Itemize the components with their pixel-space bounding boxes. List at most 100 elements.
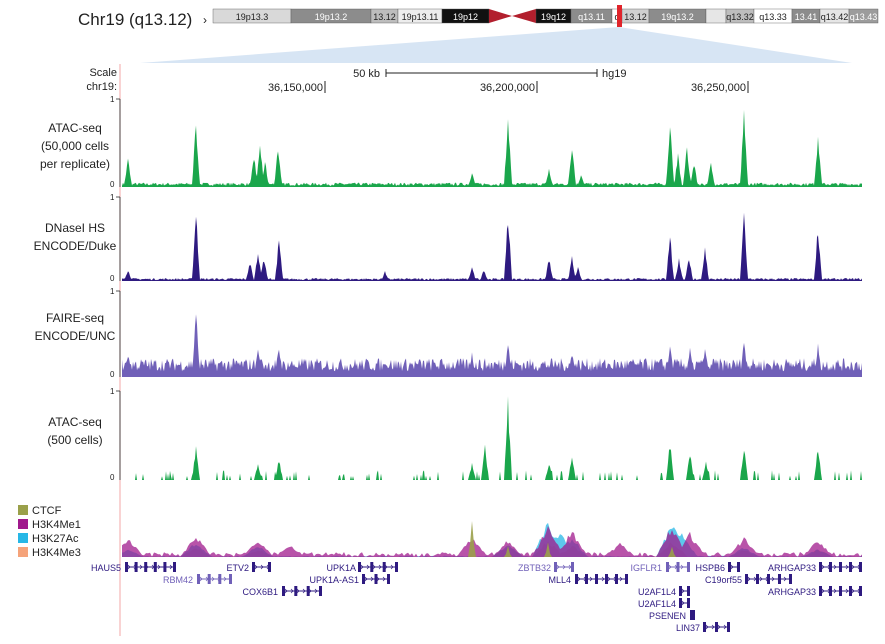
ideogram-band[interactable]: 19p13.3	[212, 8, 292, 24]
gene-label[interactable]: HSPB6	[695, 563, 725, 573]
gene-model[interactable]: UPK1A	[326, 562, 398, 573]
ideogram-band[interactable]: 19p12	[441, 8, 490, 24]
gene-label[interactable]: ETV2	[226, 563, 249, 573]
y-axis-max: 1	[110, 95, 115, 104]
gene-label[interactable]: UPK1A	[326, 563, 356, 573]
gene-model[interactable]: ARHGAP33	[768, 586, 862, 597]
legend-swatch-ctcf	[18, 505, 28, 515]
gene-label[interactable]: C19orf55	[705, 575, 742, 585]
ideogram-band[interactable]	[489, 9, 512, 23]
assembly-label: hg19	[602, 68, 626, 80]
track-label: (50,000 cells	[41, 139, 109, 153]
gene-annotation-track[interactable]: HAUS5 RBM42 ETV2 COX6B1 UPK1A UPK1A-AS1 ZBTB32…	[91, 562, 862, 633]
ideogram-band[interactable]: q13.32	[725, 8, 755, 24]
track-label: (500 cells)	[47, 433, 102, 447]
zoom-projection	[140, 27, 852, 63]
scale-bar-label: 50 kb	[353, 68, 380, 80]
ideogram-band[interactable]: q13.42	[819, 8, 850, 24]
gene-model[interactable]: COX6B1	[242, 586, 322, 597]
gene-model[interactable]: HAUS5	[91, 562, 176, 573]
ideogram-band-label: q13.11	[578, 12, 605, 22]
ideogram-band[interactable]: 13.41	[791, 8, 821, 24]
track-atac-seq-500[interactable]: ATAC-seq (500 cells) 1 0	[47, 387, 862, 482]
gene-model[interactable]: UPK1A-AS1	[309, 574, 390, 585]
gene-model[interactable]: ETV2	[226, 562, 271, 573]
ideogram-band[interactable]: 19p13.2	[290, 8, 372, 24]
gene-label[interactable]: ARHGAP33	[768, 587, 816, 597]
gene-label[interactable]: U2AF1L4	[638, 599, 676, 609]
ideogram-band[interactable]: 13.12	[370, 8, 399, 24]
ideogram-band[interactable]: q13.43	[848, 8, 879, 24]
gene-model[interactable]: U2AF1L4	[638, 598, 690, 609]
gene-model[interactable]: C19orf55	[705, 574, 792, 585]
gene-label[interactable]: HAUS5	[91, 563, 121, 573]
ideogram-band[interactable]	[512, 9, 536, 23]
track-label: ATAC-seq	[48, 415, 102, 429]
gene-model[interactable]: U2AF1L4	[638, 586, 690, 597]
ideogram-band[interactable]: q13.11	[570, 8, 613, 24]
track-label: ATAC-seq	[48, 121, 102, 135]
ideogram-band-label: 19q13.2	[661, 12, 694, 22]
y-axis	[116, 98, 121, 187]
gene-model[interactable]: LIN37	[676, 622, 730, 633]
gene-model[interactable]: MLL4	[548, 574, 628, 585]
position-tick-label: 36,250,000	[691, 82, 746, 94]
track-label: DNaseI HS	[45, 221, 105, 235]
track-atac-seq-50000[interactable]: ATAC-seq (50,000 cells per replicate) 1 …	[40, 95, 862, 189]
gene-label[interactable]: PSENEN	[649, 611, 686, 621]
gene-label[interactable]: COX6B1	[242, 587, 278, 597]
position-ruler: 36,150,000 36,200,000 36,250,000	[268, 81, 749, 94]
ideogram-band[interactable]: q13.33	[753, 8, 793, 24]
gene-model[interactable]: PSENEN	[649, 610, 695, 621]
gene-model[interactable]: HSPB6	[695, 562, 740, 573]
y-axis	[116, 390, 121, 480]
gene-label[interactable]: ZBTB32	[518, 563, 551, 573]
y-axis	[116, 196, 121, 281]
track-faire-seq[interactable]: FAIRE-seq ENCODE/UNC 1 0	[35, 287, 862, 379]
legend-swatch-h3k4me1	[18, 519, 28, 529]
legend-label: H3K4Me3	[32, 547, 81, 559]
y-axis-min: 0	[110, 473, 115, 482]
gene-label[interactable]: ARHGAP33	[768, 563, 816, 573]
chrom-label: chr19:	[86, 81, 117, 93]
gene-model[interactable]: ZBTB32	[518, 562, 574, 573]
y-axis-max: 1	[110, 193, 115, 202]
ideogram-band[interactable]: 13.12	[621, 8, 650, 24]
gene-label[interactable]: U2AF1L4	[638, 587, 676, 597]
gene-model[interactable]: IGFLR1	[630, 562, 690, 573]
gene-label[interactable]: LIN37	[676, 623, 700, 633]
y-axis-min: 0	[110, 180, 115, 189]
gene-label[interactable]: MLL4	[548, 575, 571, 585]
track-dnasei-hs[interactable]: DNaseI HS ENCODE/Duke 1 0	[34, 193, 862, 283]
h3k4me1-signal	[122, 526, 862, 557]
chromosome-ideogram[interactable]: 19p13.3 19p13.2 13.12 19p13.11 19p12 19q12 q13…	[212, 8, 879, 24]
ideogram-position-marker	[617, 5, 622, 27]
ideogram-band-label: 13.41	[795, 12, 818, 22]
legend-swatch-h3k27ac	[18, 533, 28, 543]
gene-model[interactable]: ARHGAP33	[768, 562, 862, 573]
ideogram-band[interactable]: 19q13.2	[648, 8, 707, 24]
ideogram-band[interactable]: 19q12	[535, 8, 572, 24]
gene-label[interactable]: UPK1A-AS1	[309, 575, 359, 585]
ideogram-band-label: q13.33	[759, 12, 787, 22]
track-label: ENCODE/UNC	[35, 329, 116, 343]
gene-label[interactable]: IGFLR1	[630, 563, 662, 573]
signal-area	[122, 314, 862, 377]
ideogram-arrow-icon[interactable]: ›	[203, 13, 207, 27]
gene-model[interactable]: RBM42	[163, 574, 232, 585]
ideogram-band[interactable]	[705, 8, 727, 24]
scale-label: Scale	[89, 67, 117, 79]
gene-label[interactable]: RBM42	[163, 575, 193, 585]
legend-swatch-h3k4me3	[18, 547, 28, 557]
signal-area	[122, 396, 862, 480]
y-axis-min: 0	[110, 274, 115, 283]
y-axis-min: 0	[110, 370, 115, 379]
ideogram-band-label: 19q12	[541, 12, 566, 22]
signal-area	[122, 109, 862, 187]
ideogram-band-label: 19p13.11	[402, 12, 439, 22]
ideogram-band-label: q13.43	[850, 12, 878, 22]
track-histone-marks[interactable]: CTCF H3K4Me1 H3K27Ac H3K4Me3	[18, 505, 862, 559]
ideogram-band[interactable]: 19p13.11	[397, 8, 443, 24]
legend-label: H3K4Me1	[32, 519, 81, 531]
